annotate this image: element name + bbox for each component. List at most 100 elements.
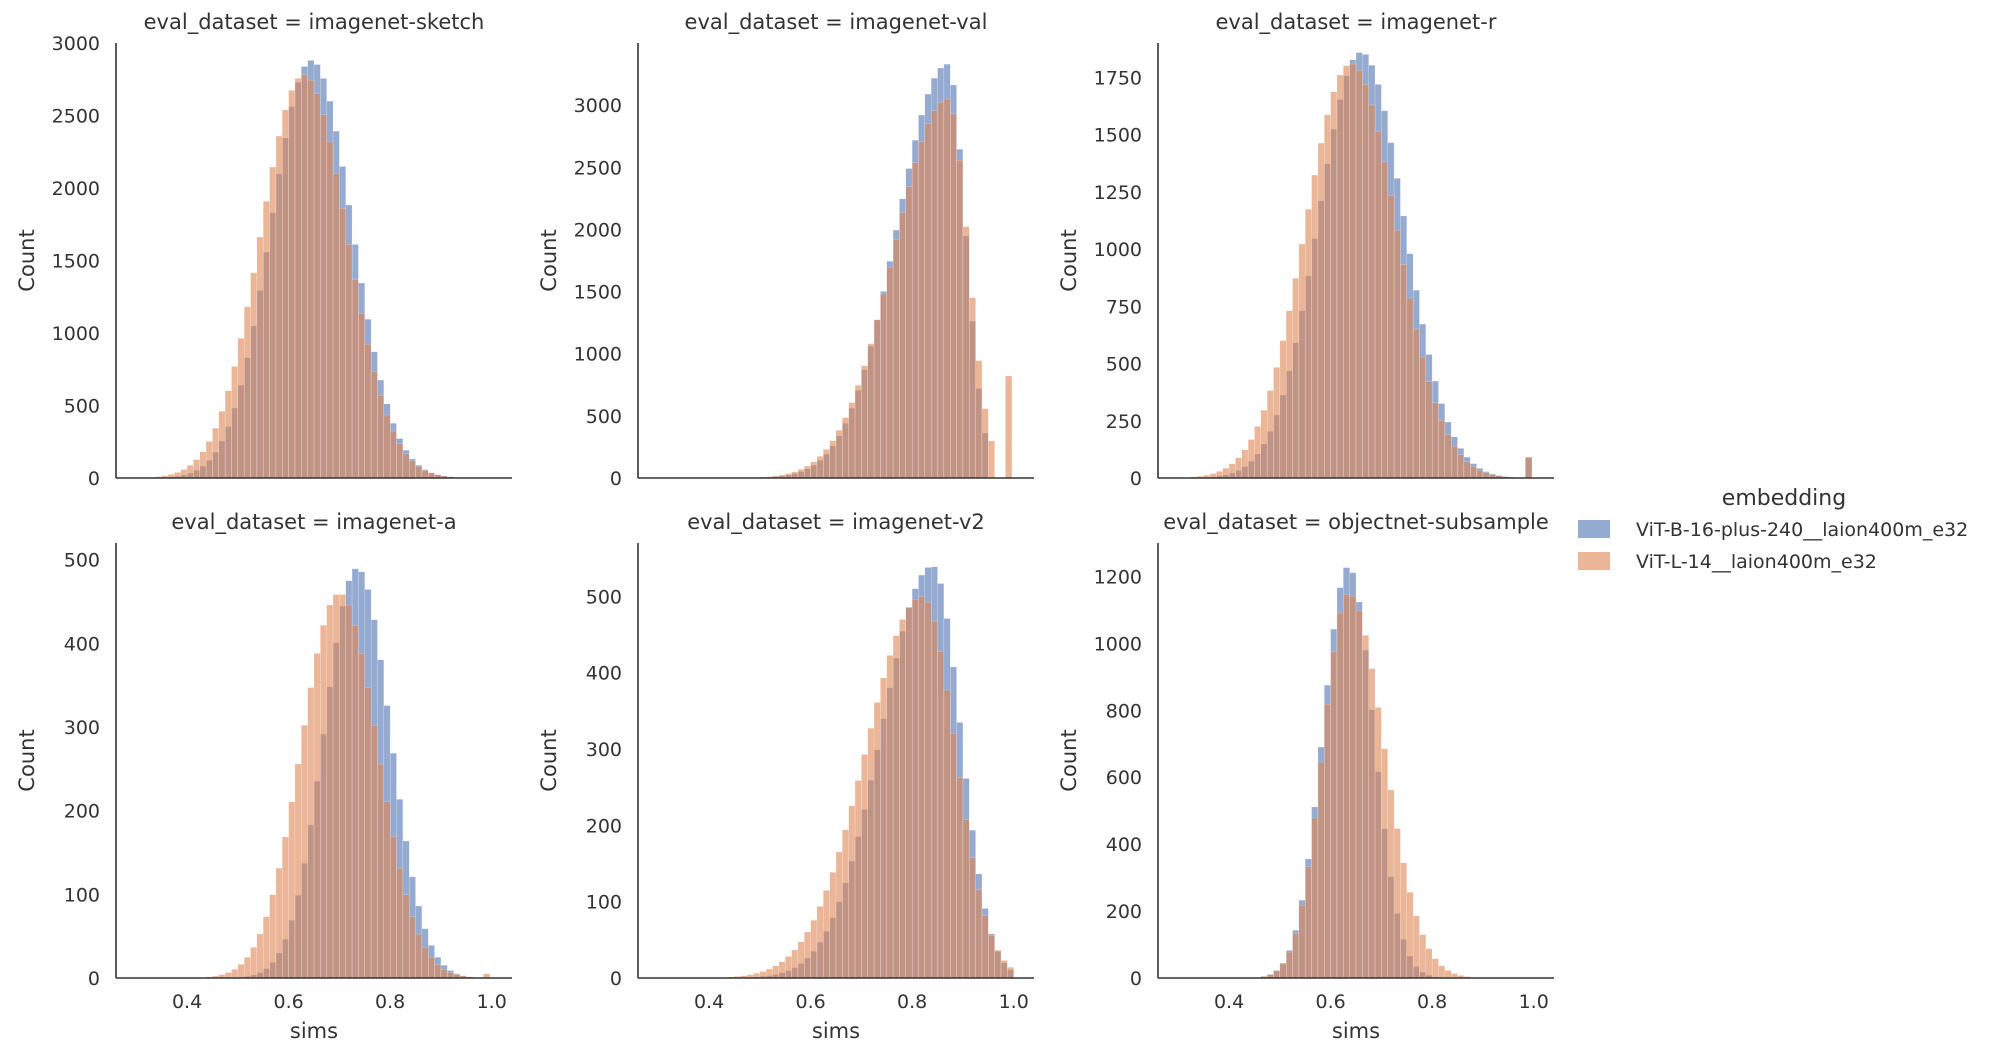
panel-3: 0 250 500 750 1000 1250 1500 1750 eval_dataset =… [1057, 10, 1554, 490]
histogram-bar [1393, 828, 1401, 979]
histogram-bar [950, 113, 957, 479]
histogram-bar [1431, 402, 1439, 479]
histogram-bar [1431, 958, 1439, 979]
histogram-bar [288, 801, 296, 979]
histogram-bar [326, 141, 334, 479]
y-tick-label: 0 [610, 468, 622, 490]
histogram-bar [924, 601, 932, 979]
histogram-bar [829, 440, 837, 479]
y-axis-label: Count [1057, 229, 1081, 291]
histogram-bar [804, 465, 811, 479]
histogram-bar [275, 135, 283, 479]
x-tick-label: 0.6 [1316, 991, 1346, 1013]
histogram-bar [339, 208, 346, 479]
y-tick-label: 3000 [52, 33, 100, 55]
histogram-bar [428, 957, 435, 979]
histogram-bar [415, 466, 423, 479]
histogram-bar [421, 469, 429, 479]
histogram-bar [269, 894, 277, 979]
histogram-bar [1292, 933, 1300, 979]
histogram-bar [1368, 668, 1376, 979]
histogram-bar [1355, 70, 1363, 479]
histogram-bar [389, 430, 397, 479]
histogram-bar [205, 441, 213, 479]
histogram-bar [759, 971, 767, 979]
histogram-bar [307, 687, 315, 979]
histogram-bar [1330, 651, 1338, 979]
histogram-bar [193, 459, 200, 479]
histogram-bar [326, 604, 334, 979]
histogram-bar [785, 956, 792, 979]
histogram-bar [804, 931, 811, 979]
histogram-bar [854, 780, 862, 979]
panel-title: eval_dataset = objectnet-subsample [1163, 510, 1549, 535]
y-tick-label: 1500 [52, 251, 100, 273]
histogram-bar [1444, 434, 1452, 479]
x-tick-label: 0.4 [694, 991, 724, 1013]
y-axis-label: Count [537, 229, 561, 291]
histogram-bar [842, 417, 849, 479]
histogram-bar [421, 947, 429, 979]
histogram-bar [1400, 862, 1407, 979]
y-tick-label: 2500 [574, 157, 622, 179]
x-tick-label: 1.0 [477, 991, 507, 1013]
y-axis-label: Count [1057, 729, 1081, 791]
histogram-bar [364, 687, 372, 979]
histogram-bar [772, 965, 780, 979]
series-2-bars [205, 594, 490, 979]
histogram-bar [943, 689, 951, 979]
histogram-bar [930, 110, 938, 479]
histogram-bar [1374, 707, 1382, 979]
histogram-bar [447, 972, 454, 979]
histogram-bar [345, 244, 353, 479]
y-tick-label: 1000 [574, 344, 622, 366]
y-tick-label: 0 [610, 968, 622, 990]
histogram-bar [301, 724, 308, 979]
histogram-bar [1457, 454, 1465, 479]
histogram-bar [263, 201, 270, 479]
y-tick-label: 500 [1106, 354, 1142, 376]
histogram-bar [408, 916, 416, 979]
histogram-bar [339, 594, 346, 979]
y-tick-label: 500 [586, 586, 622, 608]
y-tick-label: 200 [64, 801, 100, 823]
histogram-bar [415, 933, 423, 979]
histogram-bar [1419, 356, 1427, 479]
histogram-bar [1317, 761, 1325, 979]
histogram-bar [1311, 817, 1319, 979]
legend-label-series-2: ViT-L-14__laion400m_e32 [1636, 551, 1877, 573]
histogram-bar [1349, 63, 1357, 479]
y-tick-label: 2000 [52, 178, 100, 200]
histogram-bar [383, 414, 391, 479]
histogram-bar [275, 867, 283, 979]
panel-title: eval_dataset = imagenet-sketch [144, 10, 485, 35]
histogram-bar [180, 469, 188, 479]
histogram-bar [867, 343, 875, 479]
histogram-bar [288, 90, 296, 479]
histogram-bar [1235, 457, 1242, 479]
histogram-bar [988, 440, 995, 479]
histogram-bar [975, 360, 983, 479]
histogram-bar [848, 402, 856, 479]
histogram-bar [294, 78, 302, 479]
x-axis-label: sims [290, 1019, 338, 1043]
histogram-bar [880, 293, 887, 479]
histogram-bar [224, 972, 232, 979]
histogram-bar [358, 313, 365, 479]
histogram-bar [975, 889, 983, 979]
x-tick-label: 0.8 [897, 991, 927, 1013]
histogram-bar [1260, 410, 1268, 479]
histogram-bar [969, 857, 976, 979]
panel-title: eval_dataset = imagenet-val [685, 10, 988, 35]
histogram-bar [905, 606, 913, 979]
histogram-bar [1305, 209, 1312, 479]
histogram-bar [1362, 635, 1369, 979]
histogram-bar [1336, 612, 1344, 979]
histogram-bar [256, 933, 264, 979]
histogram-bar [962, 819, 970, 979]
histogram-bar [854, 385, 862, 479]
histogram-bar [237, 338, 245, 479]
histogram-bar [377, 763, 385, 979]
histogram-bar [1406, 891, 1414, 979]
